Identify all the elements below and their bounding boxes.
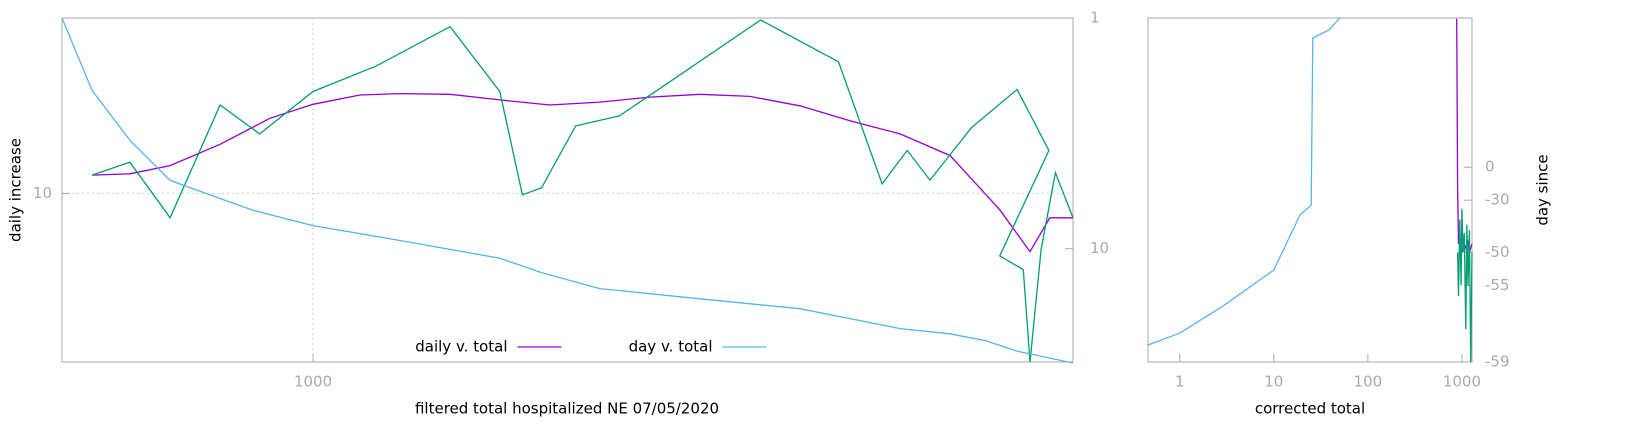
y2-tick-label: 10: [1090, 239, 1109, 257]
series-line: [1456, 18, 1473, 253]
y2-tick-label: -50: [1485, 243, 1510, 261]
y2-tick-label: 1: [1090, 9, 1100, 27]
x-axis-label: filtered total hospitalized NE 07/05/202…: [415, 400, 719, 418]
series-line: [1147, 17, 1340, 346]
y2-tick-label: -30: [1485, 191, 1510, 209]
plot-frame: [61, 17, 1074, 363]
x-tick-label: 10: [1264, 373, 1283, 391]
legend-label: day v. total: [629, 338, 713, 356]
series-line: [91, 19, 1074, 363]
y2-axis-label: day since: [1534, 154, 1552, 225]
x-axis-label: corrected total: [1255, 400, 1365, 418]
x-tick-label: 1000: [1443, 373, 1481, 391]
x-tick-label: 1: [1175, 373, 1185, 391]
series-line: [1456, 208, 1473, 363]
y2-tick-label: 0: [1485, 158, 1495, 176]
plot-frame: [1147, 17, 1473, 363]
y-axis-label: daily increase: [7, 138, 25, 242]
x-tick-label: 100: [1354, 373, 1383, 391]
legend-label: daily v. total: [415, 338, 507, 356]
series-line: [61, 17, 1074, 364]
y2-tick-label: -59: [1485, 353, 1510, 371]
y2-tick-label: -55: [1485, 276, 1510, 294]
series-line: [92, 92, 1073, 253]
y-tick-label: 10: [33, 184, 52, 202]
x-tick-label: 1000: [294, 373, 332, 391]
